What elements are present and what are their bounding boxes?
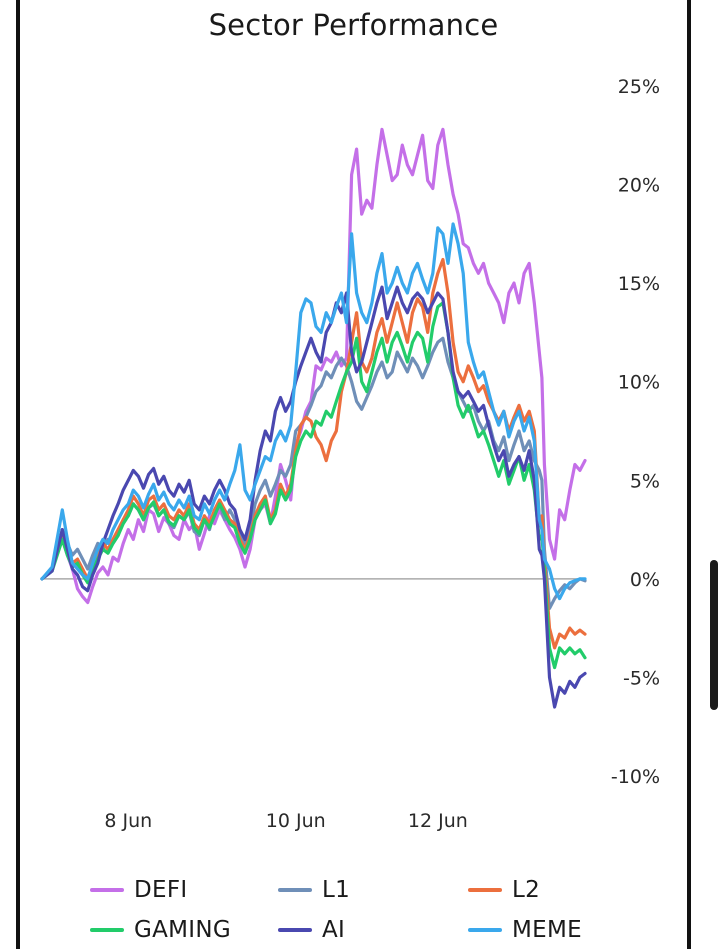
series-line-defi (40, 127, 587, 605)
frame-border-right (687, 0, 691, 949)
y-tick-label: -10% (611, 766, 660, 788)
y-axis-ticks: 25% 20% 15% 10% 5% 0% -5% -10% (611, 76, 660, 788)
y-tick-label: 10% (618, 372, 660, 394)
x-tick-label: 12 Jun (408, 810, 468, 832)
x-tick-label: 8 Jun (104, 810, 152, 832)
y-tick-label: 20% (618, 175, 660, 197)
x-axis-ticks: 8 Jun 10 Jun 12 Jun (104, 810, 467, 832)
series-line-gaming (40, 301, 587, 670)
y-tick-label: -5% (623, 667, 660, 689)
series-line-ai (40, 285, 587, 709)
y-tick-label: 25% (618, 76, 660, 98)
y-tick-label: 0% (630, 569, 660, 591)
chart-title: Sector Performance (208, 8, 499, 42)
x-tick-label: 10 Jun (266, 810, 326, 832)
series-line-meme (40, 222, 587, 601)
y-tick-label: 5% (630, 470, 660, 492)
series-lines (40, 127, 587, 709)
scrollbar-thumb[interactable] (710, 560, 718, 710)
frame-border-left (16, 0, 20, 949)
y-tick-label: 15% (618, 273, 660, 295)
